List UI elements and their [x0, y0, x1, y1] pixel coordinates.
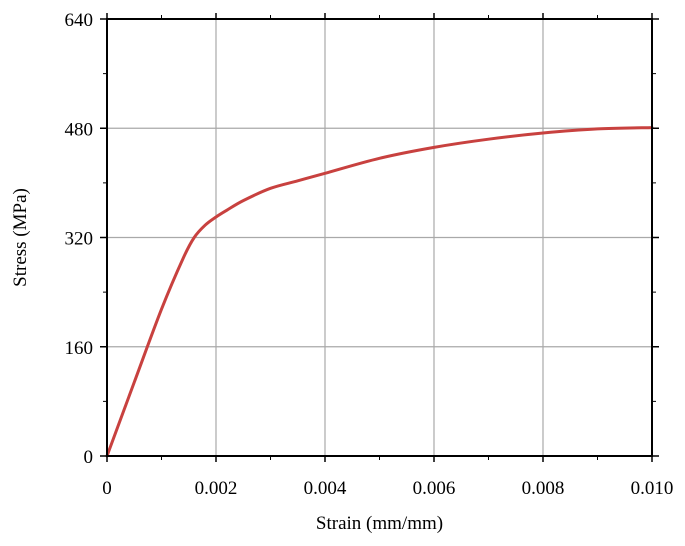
- x-tick-label: 0.006: [413, 478, 456, 499]
- y-tick-label: 320: [65, 229, 94, 250]
- y-tick-label: 640: [65, 10, 94, 31]
- tick-labels: 0 0.002 0.004 0.006 0.008 0.010 0 160 320 480 640: [65, 10, 674, 499]
- x-tick-label: 0.008: [522, 478, 565, 499]
- x-tick-label: 0.010: [631, 478, 674, 499]
- y-tick-label: 480: [65, 119, 94, 140]
- y-tick-label: 0: [84, 447, 94, 468]
- ticks: [100, 13, 659, 462]
- series-line: [105, 126, 654, 458]
- x-axis-label: Strain (mm/mm): [316, 513, 443, 534]
- y-tick-label: 160: [65, 338, 94, 359]
- x-tick-label: 0.002: [195, 478, 238, 499]
- x-tick-label: 0.004: [304, 478, 347, 499]
- y-axis-label: Stress (MPa): [10, 188, 31, 287]
- x-tick-label: 0: [102, 478, 112, 499]
- grid: [107, 19, 652, 456]
- series-layer: [105, 126, 654, 458]
